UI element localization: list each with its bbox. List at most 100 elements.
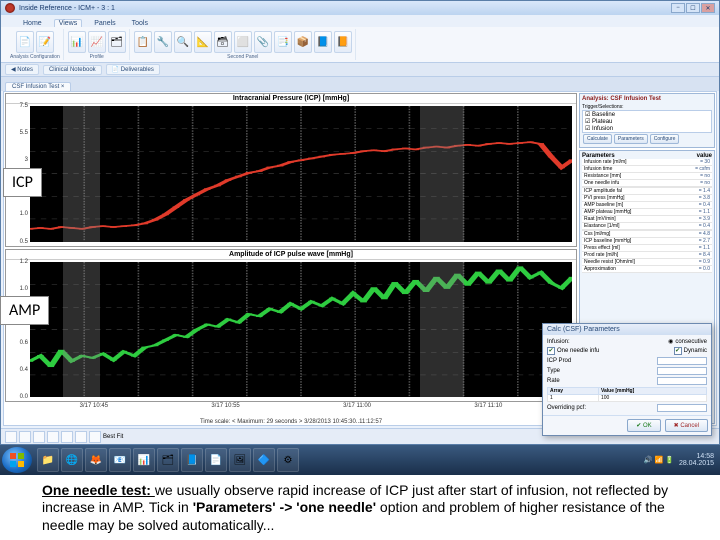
amp-chart: Amplitude of ICP pulse wave [mmHg] 0.00.… — [5, 249, 577, 403]
taskbar-item[interactable]: 🔷 — [253, 448, 275, 472]
ribbon-button[interactable]: 🔍 — [174, 31, 192, 53]
icp-prod-label: ICP Prod — [547, 358, 571, 364]
x-axis-label: Time scale: < Maximum: 29 seconds > 3/28… — [4, 419, 578, 425]
taskbar-item[interactable]: 🗂 — [157, 448, 179, 472]
caption-bold: 'Parameters' -> 'one needle' — [193, 499, 376, 515]
ribbon-button[interactable]: 🗂 — [108, 31, 126, 53]
radio-icon[interactable]: ◉ — [668, 338, 673, 345]
status-icon[interactable] — [89, 431, 101, 443]
amp-chart-title: Amplitude of ICP pulse wave [mmHg] — [6, 250, 576, 260]
tray-icon[interactable]: 🔋 — [665, 457, 674, 464]
taskbar: 📁🌐🦊📧📊🗂📘📄🖼🔷⚙ 🔊📶🔋 14:58 28.04.2015 — [0, 445, 720, 475]
x-tick: 3/17 11:10 — [474, 403, 502, 409]
ribbon-tab[interactable]: Home — [19, 20, 46, 27]
clock-date: 28.04.2015 — [679, 460, 714, 467]
status-label: Best Fit — [103, 434, 123, 440]
status-icon[interactable] — [75, 431, 87, 443]
ribbon-button[interactable]: 📦 — [294, 31, 312, 53]
sub-toolbar: ◀ Notes Clinical Notebook 📄 Deliverables — [1, 63, 719, 77]
ribbon-button[interactable]: 📘 — [314, 31, 332, 53]
ribbon-button[interactable]: 📙 — [334, 31, 352, 53]
dynamic-checkbox[interactable]: ✔ — [674, 347, 682, 355]
status-icon[interactable] — [33, 431, 45, 443]
trend-item[interactable]: ☑ Plateau — [583, 118, 711, 125]
start-button[interactable] — [2, 447, 32, 473]
status-icon[interactable] — [19, 431, 31, 443]
ok-button[interactable]: ✔ OK — [627, 419, 660, 432]
ribbon-button[interactable]: 📑 — [274, 31, 292, 53]
type-select[interactable] — [657, 367, 707, 375]
ribbon-button[interactable]: 📄 — [16, 31, 34, 53]
ribbon-button[interactable]: 📈 — [88, 31, 106, 53]
ribbon-button[interactable]: ⬜ — [234, 31, 252, 53]
calc-params-dialog: Calc (CSF) Parameters Infusion: ◉ consec… — [542, 323, 712, 436]
param-row: Css [ml/mg]= 4.8 — [582, 231, 712, 238]
y-tick: 1.0 — [20, 211, 28, 217]
rate-label: Rate — [547, 378, 560, 384]
ribbon-button[interactable]: 📐 — [194, 31, 212, 53]
maximize-button[interactable]: ☐ — [686, 3, 700, 13]
panel-button[interactable]: Parameters — [614, 134, 648, 144]
ribbon-group-label: Second Panel — [227, 54, 258, 60]
subbar-button[interactable]: ◀ Notes — [5, 64, 39, 75]
tray-icon[interactable]: 🔊 — [644, 457, 653, 464]
minimize-button[interactable]: − — [671, 3, 685, 13]
ribbon-button[interactable]: 📎 — [254, 31, 272, 53]
trend-item[interactable]: ☑ Infusion — [583, 125, 711, 132]
ribbon: 📄📝Analysis Configuration📊📈🗂Profile📋🔧🔍📐🗃⬜… — [1, 27, 719, 63]
taskbar-item[interactable]: 📁 — [37, 448, 59, 472]
taskbar-item[interactable]: 📧 — [109, 448, 131, 472]
overriding-input[interactable] — [657, 404, 707, 412]
y-tick: 1.2 — [20, 259, 28, 265]
param-row: Approximation= 0.0 — [582, 266, 712, 273]
close-button[interactable]: ✕ — [701, 3, 715, 13]
panel-button[interactable]: Calculate — [583, 134, 612, 144]
y-tick: 3 — [25, 157, 28, 163]
title-bar: Inside Reference - ICM+ - 3 : 1 − ☐ ✕ — [1, 1, 719, 15]
y-tick: 0.0 — [20, 394, 28, 400]
system-tray: 🔊📶🔋 14:58 28.04.2015 — [640, 453, 718, 467]
ribbon-button[interactable]: 🗃 — [214, 31, 232, 53]
panel-button[interactable]: Configure — [650, 134, 680, 144]
y-tick: 1.0 — [20, 286, 28, 292]
status-icon[interactable] — [61, 431, 73, 443]
param-row: Raat [mV/min]= 3.9 — [582, 216, 712, 223]
cancel-button[interactable]: ✖ Cancel — [665, 419, 708, 432]
type-label: Type — [547, 368, 560, 374]
ribbon-button[interactable]: 📊 — [68, 31, 86, 53]
rate-select[interactable] — [657, 377, 707, 385]
taskbar-item[interactable]: 📊 — [133, 448, 155, 472]
subbar-button[interactable]: 📄 Deliverables — [106, 64, 160, 75]
y-tick: 0.5 — [20, 239, 28, 245]
status-icon[interactable] — [5, 431, 17, 443]
window-title: Inside Reference - ICM+ - 3 : 1 — [19, 5, 115, 12]
taskbar-item[interactable]: 🦊 — [85, 448, 107, 472]
param-row: Elastance [1/ml]= 0.4 — [582, 223, 712, 230]
status-icon[interactable] — [47, 431, 59, 443]
one-needle-checkbox[interactable]: ✔ — [547, 347, 555, 355]
ribbon-button[interactable]: 📝 — [36, 31, 54, 53]
dialog-table: ArrayValue [mmHg] 1100 — [547, 387, 707, 402]
param-row: AMP plateau [mmHg]= 1.1 — [582, 209, 712, 216]
taskbar-item[interactable]: ⚙ — [277, 448, 299, 472]
ribbon-tab[interactable]: Views — [54, 19, 83, 27]
taskbar-item[interactable]: 🖼 — [229, 448, 251, 472]
document-tab[interactable]: CSF Infusion Test × — [5, 82, 71, 91]
taskbar-item[interactable]: 🌐 — [61, 448, 83, 472]
icp-prod-select[interactable] — [657, 357, 707, 365]
ribbon-group-label: Analysis Configuration — [10, 54, 60, 60]
ribbon-tab[interactable]: Tools — [128, 20, 152, 27]
icp-overlay-label: ICP — [3, 168, 42, 197]
tray-icon[interactable]: 📶 — [655, 457, 664, 464]
y-tick: 5.5 — [20, 130, 28, 136]
ribbon-tab[interactable]: Panels — [90, 20, 119, 27]
trend-item[interactable]: ☑ Baseline — [583, 111, 711, 118]
taskbar-item[interactable]: 📄 — [205, 448, 227, 472]
ribbon-button[interactable]: 🔧 — [154, 31, 172, 53]
y-tick: 7.5 — [20, 103, 28, 109]
taskbar-item[interactable]: 📘 — [181, 448, 203, 472]
x-tick: 3/17 10:45 — [80, 403, 108, 409]
x-tick: 3/17 11:00 — [343, 403, 371, 409]
subbar-button[interactable]: Clinical Notebook — [43, 65, 102, 75]
ribbon-button[interactable]: 📋 — [134, 31, 152, 53]
